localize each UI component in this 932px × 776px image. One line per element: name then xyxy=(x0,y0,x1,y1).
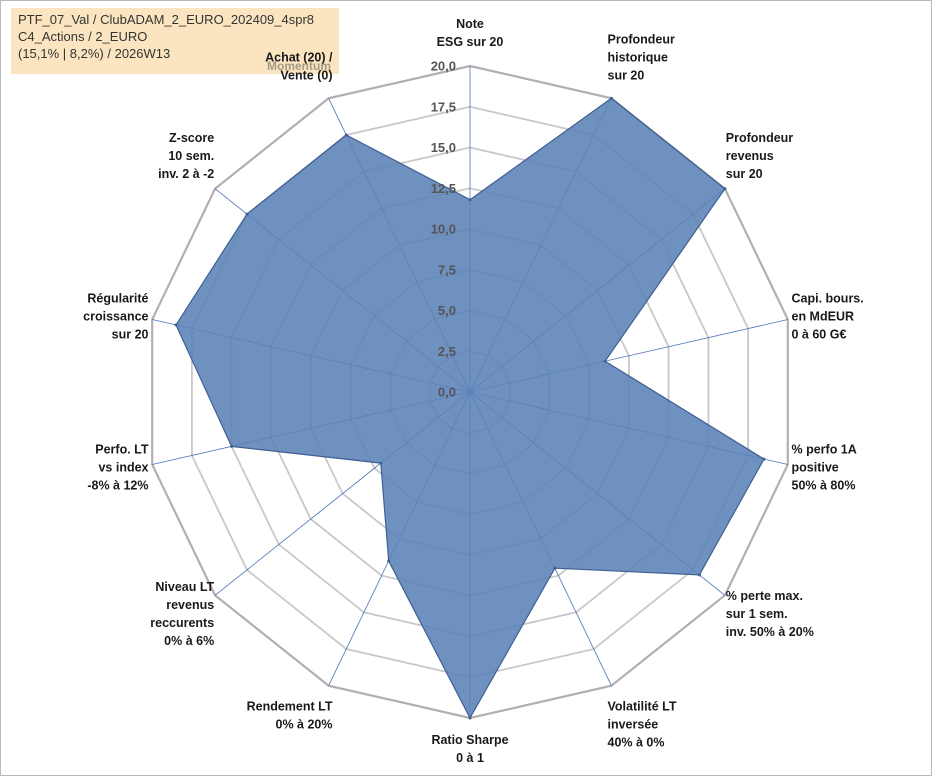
radar-point-12 xyxy=(245,212,249,216)
tick-label: 12,5 xyxy=(431,181,456,196)
category-label-line: 0 à 1 xyxy=(456,751,484,765)
category-label-line: 0% à 20% xyxy=(276,717,333,731)
category-label-line: sur 20 xyxy=(726,167,763,181)
category-label-line: Vente (0) xyxy=(280,69,332,83)
tick-label: 2,5 xyxy=(438,344,456,359)
category-label-line: inv. 2 à -2 xyxy=(158,167,214,181)
category-label-line: ESG sur 20 xyxy=(437,35,504,49)
category-label-line: sur 1 sem. xyxy=(726,607,788,621)
category-label-6: Volatilité LT inversée 40% à 0% xyxy=(608,699,677,749)
category-label-line: 10 sem. xyxy=(168,149,214,163)
category-label-line: -8% à 12% xyxy=(87,479,148,493)
category-label-line: sur 20 xyxy=(112,327,149,341)
tick-label: 17,5 xyxy=(431,99,456,114)
category-label-line: revenus xyxy=(166,598,214,612)
category-label-line: 50% à 80% xyxy=(792,479,856,493)
category-label-line: 40% à 0% xyxy=(608,735,665,749)
radar-point-13 xyxy=(344,133,348,137)
category-label-line: Z-score xyxy=(169,131,214,145)
radial-tick-labels: 0,0 2,5 5,0 7,5 10,0 12,5 15,0 17,5 20,0 xyxy=(431,59,456,400)
category-label-line: Perfo. LT xyxy=(95,443,149,457)
category-label-line: % perfo 1A xyxy=(792,443,857,457)
tick-label: 20,0 xyxy=(431,59,456,74)
category-label-9: Niveau LT revenus reccurents 0% à 6% xyxy=(150,580,214,648)
category-label-line: 0 à 60 G€ xyxy=(792,327,847,341)
tick-label: 7,5 xyxy=(438,262,456,277)
category-label-line: positive xyxy=(792,461,839,475)
radar-points xyxy=(174,96,766,720)
category-label-2: Profondeur revenus sur 20 xyxy=(726,131,793,181)
category-label-line: Capi. bours. xyxy=(792,291,864,305)
tick-label: 15,0 xyxy=(431,140,456,155)
radar-point-5 xyxy=(697,573,701,577)
category-label-10: Perfo. LT vs index -8% à 12% xyxy=(87,443,149,493)
category-label-1: Profondeur historique sur 20 xyxy=(608,33,675,83)
tick-label: 5,0 xyxy=(438,303,456,318)
portfolio-category: C4_Actions / 2_EURO xyxy=(18,29,148,44)
category-label-line: 0% à 6% xyxy=(164,634,214,648)
category-label-line: % perte max. xyxy=(726,589,803,603)
category-label-line: Achat (20) / xyxy=(265,51,333,65)
category-label-line: Ratio Sharpe xyxy=(431,733,508,747)
category-label-7: Ratio Sharpe 0 à 1 xyxy=(431,733,508,765)
category-label-line: inv. 50% à 20% xyxy=(726,625,814,639)
category-label-line: Note xyxy=(456,17,484,31)
category-label-13: Achat (20) / Vente (0) xyxy=(265,51,333,83)
category-label-line: Profondeur xyxy=(608,33,675,47)
category-label-line: croissance xyxy=(83,309,148,323)
portfolio-info-box: PTF_07_Val / ClubADAM_2_EURO_202409_4spr… xyxy=(11,8,339,74)
radar-point-10 xyxy=(230,444,234,448)
category-label-3: Capi. bours. en MdEUR 0 à 60 G€ xyxy=(792,291,864,341)
category-label-12: Z-score 10 sem. inv. 2 à -2 xyxy=(158,131,214,181)
radar-point-7 xyxy=(468,716,472,720)
category-label-0: Note ESG sur 20 xyxy=(437,17,504,49)
radar-point-1 xyxy=(609,96,613,100)
category-label-line: Volatilité LT xyxy=(608,699,677,713)
radar-point-6 xyxy=(553,566,557,570)
category-label-line: sur 20 xyxy=(608,69,645,83)
category-label-line: Rendement LT xyxy=(247,699,333,713)
radar-point-0 xyxy=(468,198,472,202)
radar-point-11 xyxy=(174,323,178,327)
category-label-line: vs index xyxy=(98,461,148,475)
category-label-line: Niveau LT xyxy=(155,580,214,594)
category-label-line: historique xyxy=(608,51,668,65)
category-label-5: % perte max. sur 1 sem. inv. 50% à 20% xyxy=(726,589,814,639)
momentum-label: Momentum xyxy=(267,59,331,73)
tick-label: 10,0 xyxy=(431,222,456,237)
radar-point-2 xyxy=(723,187,727,191)
radar-point-4 xyxy=(762,457,766,461)
category-label-line: Profondeur xyxy=(726,131,793,145)
portfolio-name: PTF_07_Val / ClubADAM_2_EURO_202409_4spr… xyxy=(18,12,315,27)
category-label-4: % perfo 1A positive 50% à 80% xyxy=(792,443,857,493)
category-labels: Note ESG sur 20 Profondeur historique sur 20… xyxy=(83,17,864,765)
tick-label: 0,0 xyxy=(438,385,456,400)
category-label-line: en MdEUR xyxy=(792,309,855,323)
category-label-line: Régularité xyxy=(87,291,148,305)
category-label-line: revenus xyxy=(726,149,774,163)
radar-point-3 xyxy=(603,359,607,363)
category-label-line: reccurents xyxy=(150,616,214,630)
category-label-11: Régularité croissance sur 20 xyxy=(83,291,148,341)
portfolio-stats: (15,1% | 8,2%) / 2026W13 xyxy=(18,46,171,61)
category-label-line: inversée xyxy=(608,717,659,731)
category-label-8: Rendement LT 0% à 20% xyxy=(247,699,333,731)
radar-point-8 xyxy=(387,559,391,563)
radar-point-9 xyxy=(379,461,383,465)
